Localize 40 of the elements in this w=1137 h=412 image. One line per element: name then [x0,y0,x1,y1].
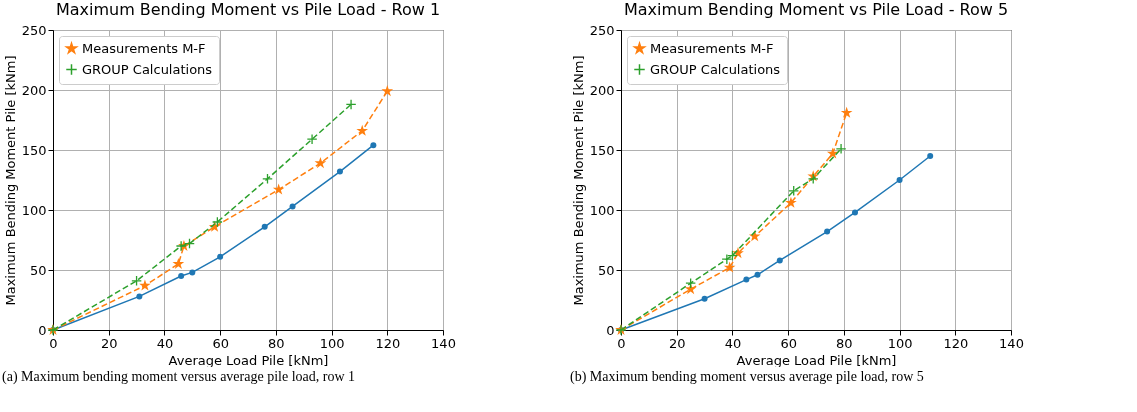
x-axis-title: Average Load Pile [kNm] [168,352,329,368]
x-tick-label: 100 [887,335,913,351]
x-tick-label: 120 [375,335,401,351]
x-tick-label: 0 [49,335,58,351]
x-tick-label: 80 [268,335,285,351]
y-tick-label: 250 [589,22,615,38]
y-axis-title: Maximum Bending Moment Pile [kNm] [2,55,18,306]
x-tick-label: 20 [668,335,686,351]
y-tick-label: 0 [606,322,615,338]
x-tick-label: 0 [617,335,626,351]
chart-title: Maximum Bending Moment vs Pile Load - Row 1 [55,0,441,19]
legend-label: GROUP Calculations [82,61,213,77]
y-tick-label: 100 [21,202,47,218]
x-tick-label: 80 [836,335,853,351]
text: (a) Maximum bending moment versus average pile load, row 1 [2,369,356,385]
x-tick-label: 140 [431,335,456,351]
x-tick-label: 20 [100,335,118,351]
chart-title: Maximum Bending Moment vs Pile Load - Row 5 [623,0,1009,19]
x-axis-title: Average Load Pile [kNm] [736,352,897,368]
y-tick-label: 50 [29,262,47,278]
x-tick-label: 60 [212,335,229,351]
y-tick-label: 200 [21,82,47,98]
legend-label: Measurements M-F [82,40,206,56]
x-tick-label: 60 [780,335,797,351]
x-tick-label: 40 [724,335,742,351]
y-tick-label: 200 [589,82,615,98]
y-tick-label: 0 [38,322,47,338]
y-tick-label: 150 [21,142,47,158]
x-tick-label: 120 [943,335,969,351]
y-tick-label: 50 [597,262,615,278]
x-tick-label: 100 [319,335,345,351]
y-tick-label: 150 [589,142,615,158]
x-tick-label: 40 [156,335,174,351]
legend-label: Measurements M-F [650,40,774,56]
y-tick-label: 100 [589,202,615,218]
y-tick-label: 250 [21,22,47,38]
text: (b) Maximum bending moment versus average pile load, row 5 [570,369,925,385]
legend-label: GROUP Calculations [650,61,781,77]
y-axis-title: Maximum Bending Moment Pile [kNm] [570,55,586,306]
x-tick-label: 140 [999,335,1024,351]
